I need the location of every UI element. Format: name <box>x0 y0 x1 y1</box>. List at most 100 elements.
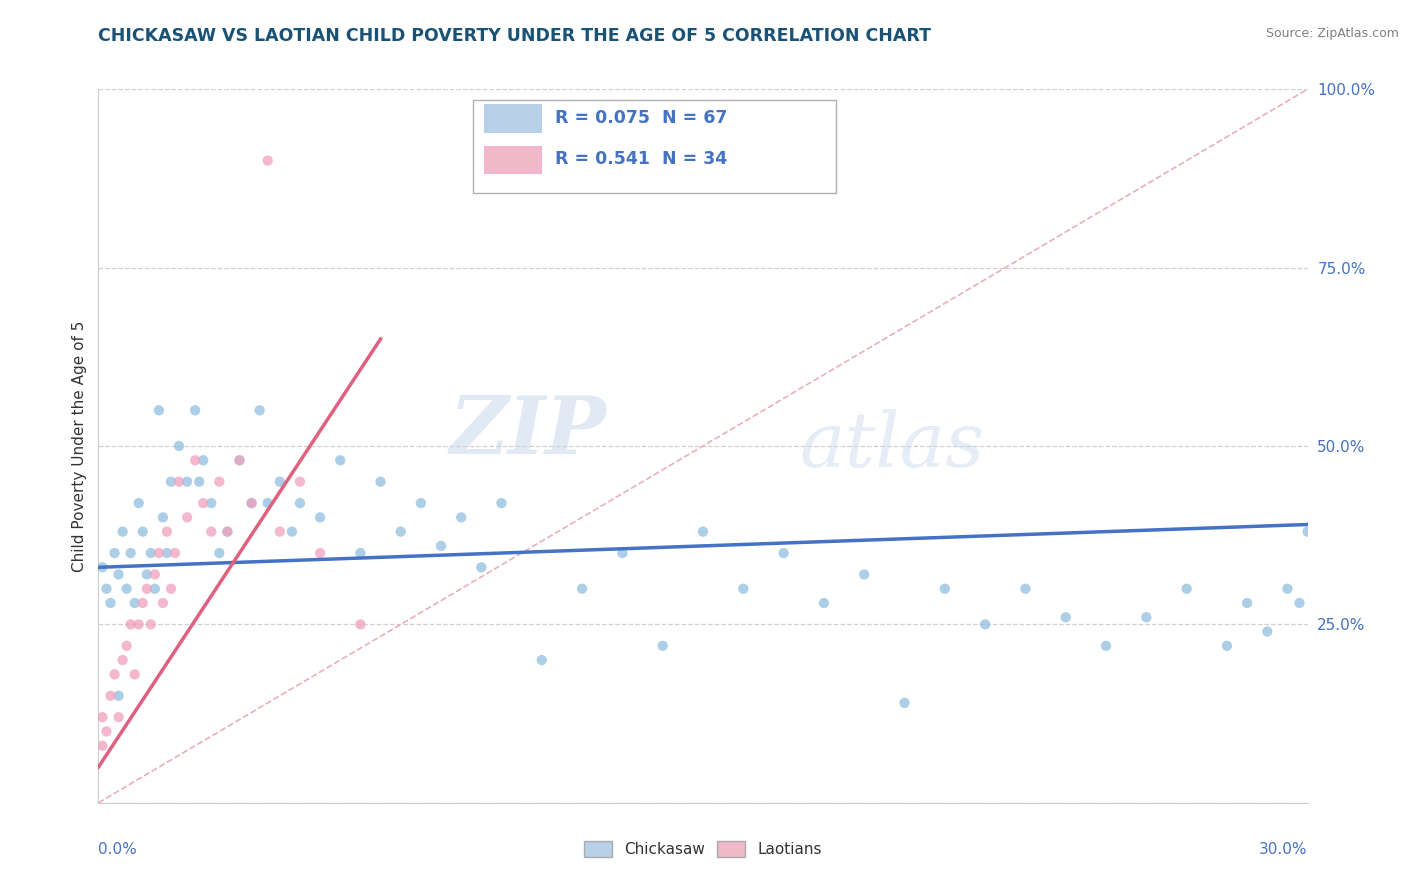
Point <box>934 582 956 596</box>
Point <box>217 524 239 539</box>
Point <box>409 496 432 510</box>
Point <box>217 524 239 539</box>
Point <box>1135 610 1157 624</box>
Point <box>491 496 513 510</box>
Point <box>111 524 134 539</box>
Point <box>370 475 392 489</box>
Point <box>450 510 472 524</box>
Point <box>309 510 332 524</box>
Point <box>349 546 371 560</box>
Point <box>193 453 215 467</box>
Point <box>733 582 755 596</box>
Point <box>115 639 138 653</box>
Point <box>176 475 198 489</box>
Point <box>107 567 129 582</box>
Point <box>228 453 250 467</box>
Point <box>329 453 352 467</box>
Point <box>96 724 118 739</box>
Point <box>1277 582 1299 596</box>
Point <box>167 439 190 453</box>
Point <box>120 546 142 560</box>
Point <box>240 496 263 510</box>
Point <box>1236 596 1258 610</box>
Text: R = 0.075  N = 67: R = 0.075 N = 67 <box>555 109 728 127</box>
Point <box>1296 524 1319 539</box>
Point <box>156 546 179 560</box>
Point <box>281 524 304 539</box>
Point <box>124 667 146 681</box>
Y-axis label: Child Poverty Under the Age of 5: Child Poverty Under the Age of 5 <box>72 320 87 572</box>
Point <box>571 582 593 596</box>
Legend: Chickasaw, Laotians: Chickasaw, Laotians <box>578 835 828 863</box>
Point <box>256 153 278 168</box>
Point <box>100 689 122 703</box>
Point <box>208 546 231 560</box>
Point <box>772 546 794 560</box>
Point <box>107 689 129 703</box>
Point <box>91 710 114 724</box>
Point <box>152 596 174 610</box>
Point <box>128 617 150 632</box>
Point <box>160 582 183 596</box>
Point <box>692 524 714 539</box>
Point <box>208 475 231 489</box>
Point <box>128 496 150 510</box>
Point <box>1216 639 1239 653</box>
Point <box>200 496 222 510</box>
Point <box>135 567 157 582</box>
Text: R = 0.541  N = 34: R = 0.541 N = 34 <box>555 150 728 168</box>
Point <box>132 524 155 539</box>
Point <box>96 582 118 596</box>
Point <box>188 475 211 489</box>
Point <box>91 739 114 753</box>
Point <box>152 510 174 524</box>
Point <box>228 453 250 467</box>
Point <box>1256 624 1278 639</box>
Text: Source: ZipAtlas.com: Source: ZipAtlas.com <box>1265 27 1399 40</box>
Point <box>167 475 190 489</box>
Point <box>288 475 311 489</box>
Point <box>148 546 170 560</box>
Point <box>200 524 222 539</box>
Point <box>1175 582 1198 596</box>
Point <box>124 596 146 610</box>
Point <box>160 475 183 489</box>
FancyBboxPatch shape <box>484 104 543 133</box>
Point <box>974 617 997 632</box>
Point <box>107 710 129 724</box>
Point <box>193 496 215 510</box>
FancyBboxPatch shape <box>474 100 837 193</box>
Point <box>148 403 170 417</box>
Point <box>120 617 142 632</box>
Text: 0.0%: 0.0% <box>98 842 138 857</box>
Text: CHICKASAW VS LAOTIAN CHILD POVERTY UNDER THE AGE OF 5 CORRELATION CHART: CHICKASAW VS LAOTIAN CHILD POVERTY UNDER… <box>98 27 931 45</box>
Text: atlas: atlas <box>800 409 986 483</box>
Point <box>143 567 166 582</box>
Point <box>269 475 291 489</box>
Point <box>184 403 207 417</box>
Point <box>115 582 138 596</box>
Text: 30.0%: 30.0% <box>1260 842 1308 857</box>
Point <box>430 539 453 553</box>
Point <box>139 546 162 560</box>
Point <box>1054 610 1077 624</box>
Point <box>813 596 835 610</box>
Point <box>470 560 492 574</box>
Point <box>249 403 271 417</box>
Point <box>309 546 332 560</box>
Point <box>163 546 186 560</box>
Point <box>156 524 179 539</box>
Point <box>530 653 553 667</box>
Point <box>893 696 915 710</box>
Point <box>176 510 198 524</box>
Point <box>184 453 207 467</box>
Text: ZIP: ZIP <box>450 393 606 470</box>
Point <box>1014 582 1036 596</box>
Point <box>853 567 876 582</box>
Point <box>103 667 125 681</box>
Point <box>143 582 166 596</box>
Point <box>1095 639 1118 653</box>
Point <box>240 496 263 510</box>
Point <box>612 546 634 560</box>
Point <box>651 639 673 653</box>
